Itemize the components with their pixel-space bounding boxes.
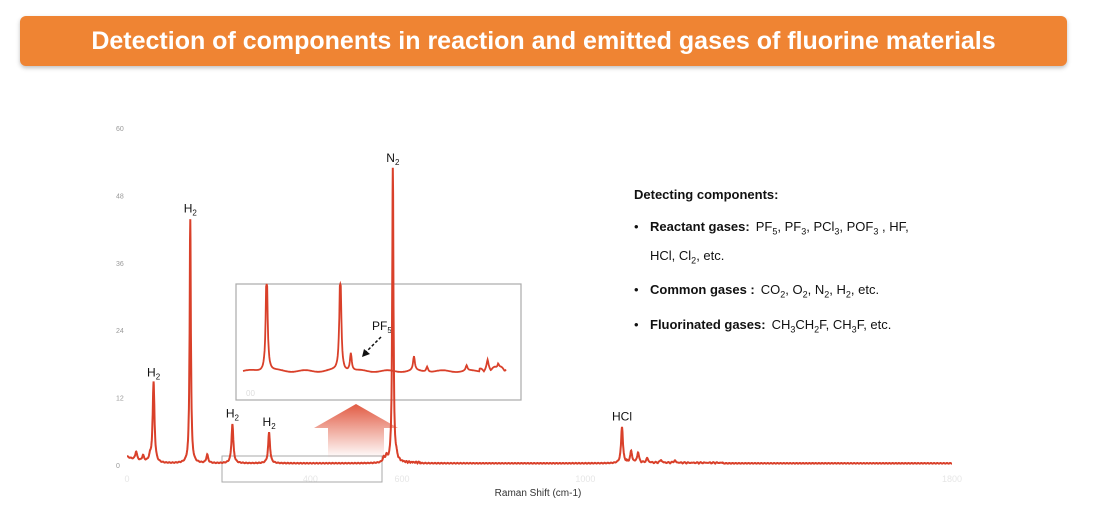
y-tick-label: 0 <box>116 463 120 470</box>
peak-label-h2: H2 <box>184 202 198 218</box>
legend-item: Fluorinated gases: CH3CH2F, CH3F, etc. <box>634 316 964 339</box>
spectrum-line <box>127 167 952 466</box>
legend-item: Reactant gases: PF5, PF3, PCl3, POF3 , HF… <box>634 218 964 269</box>
y-tick-label: 24 <box>116 328 124 335</box>
inset-box <box>235 283 522 401</box>
legend-item-value: PF5, PF3, PCl3, POF3 , HF, <box>755 219 909 237</box>
legend-item-label: Reactant gases: <box>650 219 750 234</box>
peak-label-hcl: HCl <box>612 409 632 423</box>
x-tick-label: 0 <box>124 474 129 484</box>
inset-label-pf5: PF5 <box>372 319 392 335</box>
legend-box: Detecting components: Reactant gases: PF5… <box>634 186 964 350</box>
x-axis-label: Raman Shift (cm-1) <box>495 488 582 499</box>
zoom-region-box <box>221 455 383 483</box>
peak-label-n2: N2 <box>386 151 400 167</box>
inset-spectrum-line <box>242 280 507 373</box>
x-tick-label: 1800 <box>942 474 962 484</box>
zoom-arrow <box>314 404 398 458</box>
legend-item-value: CH3CH2F, CH3F, etc. <box>771 316 892 335</box>
legend-item-label: Common gases : <box>650 282 755 298</box>
legend-item: Common gases : CO2, O2, N2, H2, etc. <box>634 281 964 304</box>
title-banner: Detection of components in reaction and … <box>20 16 1067 66</box>
inset-tick-label: 00 <box>246 389 255 398</box>
x-tick-label: 600 <box>394 474 409 484</box>
legend-item-value: CO2, O2, N2, H2, etc. <box>760 282 880 300</box>
peak-label-h2: H2 <box>226 407 240 423</box>
y-tick-label: 48 <box>116 193 124 200</box>
y-tick-label: 60 <box>116 126 124 133</box>
page-title: Detection of components in reaction and … <box>91 26 996 55</box>
x-tick-label: 400 <box>303 474 318 484</box>
y-tick-label: 36 <box>116 261 124 268</box>
legend-heading: Detecting components: <box>634 187 779 202</box>
peak-label-h2: H2 <box>263 415 277 431</box>
legend-item-value-cont: HCl, Cl2, etc. <box>650 247 725 266</box>
peak-label-h2: H2 <box>147 366 161 382</box>
x-tick-label: 1000 <box>575 474 595 484</box>
inset-dashed-arrow <box>362 336 382 357</box>
y-tick-label: 12 <box>116 396 124 403</box>
legend-item-label: Fluorinated gases: <box>650 316 766 332</box>
